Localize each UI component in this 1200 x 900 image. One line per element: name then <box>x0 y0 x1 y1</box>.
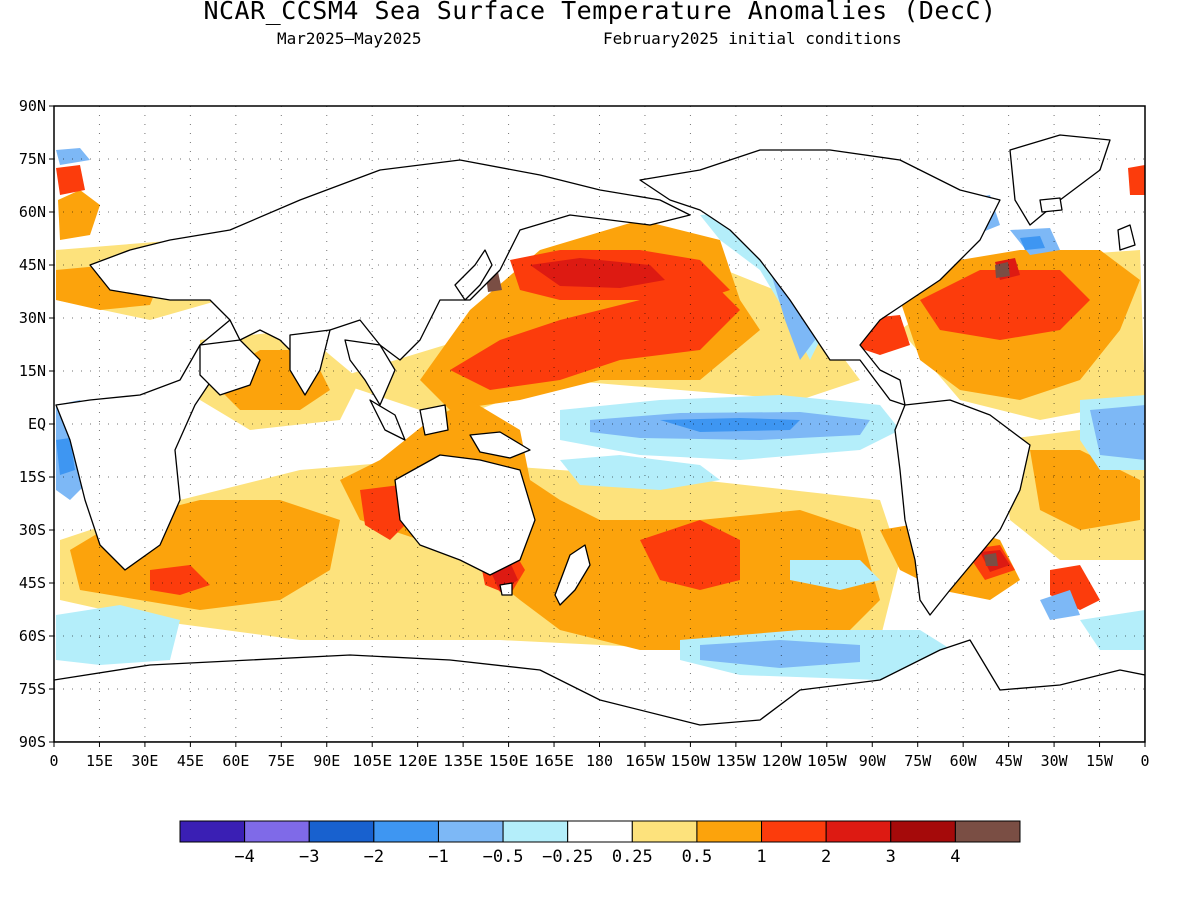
lon-tick-label: 90W <box>859 752 887 770</box>
lat-tick-label: 60S <box>19 627 46 645</box>
sumatra <box>369 399 406 441</box>
colorbar-swatch <box>567 820 633 843</box>
colorbar-label: 0.5 <box>682 847 713 867</box>
colorbar-label: 2 <box>821 847 831 867</box>
tasmania <box>499 582 513 596</box>
longitude-axis: 0 15E 30E 45E 60E 75E 90E 105E 120E 135E 150E 165E 1… <box>50 742 1150 770</box>
borneo <box>419 404 449 436</box>
colorbar-swatch <box>954 820 1021 843</box>
lat-tick-label: 75S <box>19 680 46 698</box>
colorbar-label: −0.5 <box>483 847 524 867</box>
colorbar-label: 3 <box>886 847 896 867</box>
eurasia <box>89 159 691 361</box>
graticule <box>54 106 1145 742</box>
colorbar-label: −0.25 <box>542 847 593 867</box>
lon-tick-label: 90E <box>313 752 340 770</box>
colorbar-label: −2 <box>364 847 384 867</box>
lon-tick-label: 180 <box>586 752 613 770</box>
forecast-period: Mar2025–May2025 <box>277 29 422 48</box>
greenland <box>1009 134 1111 226</box>
colorbar-swatch <box>308 820 375 843</box>
south-america <box>894 399 1031 616</box>
colorbar-swatch <box>696 820 763 843</box>
colorbar-swatch <box>890 820 956 843</box>
africa <box>55 319 241 571</box>
lon-tick-label: 15W <box>1086 752 1114 770</box>
lon-tick-label: 45W <box>995 752 1023 770</box>
colorbar-swatch <box>761 820 827 843</box>
north-america <box>639 149 1001 406</box>
lat-tick-label: 60N <box>19 203 46 221</box>
lon-tick-label: 120W <box>761 752 802 770</box>
new-zealand <box>554 544 591 606</box>
lon-tick-label: 0 <box>50 752 59 770</box>
lon-tick-label: 0 <box>1141 752 1150 770</box>
colorbar-swatch <box>373 820 439 843</box>
indochina <box>344 339 396 406</box>
india <box>289 329 331 396</box>
lon-tick-label: 75E <box>268 752 295 770</box>
british-isles <box>1117 224 1136 251</box>
lon-tick-label: 75W <box>904 752 932 770</box>
continent-outlines <box>54 134 1145 742</box>
colorbar-label: −4 <box>234 847 254 867</box>
lon-tick-label: 150E <box>489 752 529 770</box>
latitude-axis: 90N 75N 60N 45N 30N 15N EQ 15S 30S 45S 60S 75S 90S <box>19 97 54 751</box>
iceland <box>1039 197 1063 213</box>
colorbar-swatch <box>244 820 310 843</box>
chart-title: NCAR_CCSM4 Sea Surface Temperature Anoma… <box>203 0 997 25</box>
colorbar-swatch <box>502 820 569 843</box>
colorbar-swatch <box>631 820 698 843</box>
lon-tick-label: 135W <box>716 752 757 770</box>
lon-tick-label: 165E <box>534 752 574 770</box>
colorbar-swatch <box>437 820 504 843</box>
lat-tick-label: 90S <box>19 733 46 751</box>
lat-tick-label: 45S <box>19 574 46 592</box>
lat-tick-label: 45N <box>19 256 46 274</box>
lat-tick-label: 15N <box>19 362 46 380</box>
initial-conditions-label: February2025 initial conditions <box>603 29 902 48</box>
colorbar-label: 1 <box>756 847 766 867</box>
lat-tick-label: 15S <box>19 468 46 486</box>
lon-tick-label: 120E <box>398 752 438 770</box>
colorbar-label: −1 <box>428 847 448 867</box>
lon-tick-label: 30W <box>1041 752 1069 770</box>
colorbar-label: 4 <box>950 847 960 867</box>
colorbar-label: −3 <box>299 847 319 867</box>
lon-tick-label: 15E <box>86 752 113 770</box>
lon-tick-label: 150W <box>670 752 711 770</box>
lat-tick-label: 30N <box>19 309 46 327</box>
colorbar-swatch <box>179 820 246 843</box>
lon-tick-label: 30E <box>131 752 158 770</box>
lon-tick-label: 135E <box>443 752 483 770</box>
colorbar-swatch <box>825 820 892 843</box>
antarctica <box>54 639 1145 742</box>
lat-tick-label: 30S <box>19 521 46 539</box>
arabia <box>199 339 261 396</box>
colorbar: −4 −3 −2 −1 −0.5 −0.25 0.25 0.5 1 2 3 4 <box>179 820 1021 867</box>
japan <box>454 249 493 301</box>
lon-tick-label: 105W <box>807 752 848 770</box>
lat-tick-label: 75N <box>19 150 46 168</box>
australia <box>394 454 536 576</box>
sst-anomaly-map <box>54 106 1145 742</box>
lon-tick-label: 60W <box>950 752 978 770</box>
new-guinea <box>469 431 531 459</box>
lon-tick-label: 45E <box>177 752 204 770</box>
lon-tick-label: 165W <box>625 752 666 770</box>
lon-tick-label: 105E <box>352 752 392 770</box>
lon-tick-label: 60E <box>222 752 249 770</box>
anomaly-field-cold <box>56 236 1045 475</box>
lat-tick-label: EQ <box>28 415 46 433</box>
colorbar-label: 0.25 <box>612 847 653 867</box>
lat-tick-label: 90N <box>19 97 46 115</box>
